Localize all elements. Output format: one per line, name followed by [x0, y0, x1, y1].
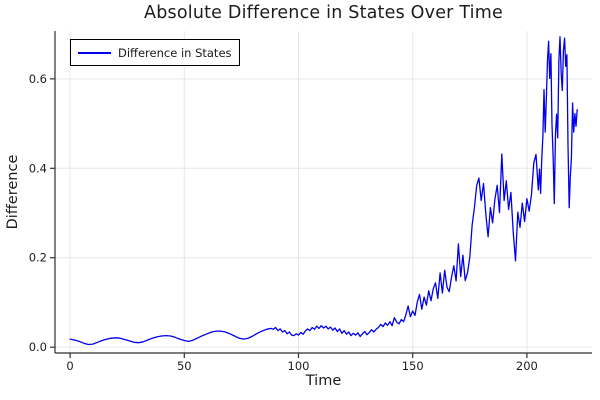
legend-line-sample	[78, 51, 111, 54]
chart-title: Absolute Difference in States Over Time	[144, 3, 503, 23]
legend: Difference in States	[70, 39, 240, 66]
y-axis-label: Difference	[5, 154, 21, 230]
y-tick-label: 0.2	[29, 251, 47, 265]
y-tick-label: 0.4	[29, 161, 47, 175]
y-tick-label: 0.6	[29, 72, 47, 86]
x-tick-label: 0	[66, 359, 73, 373]
x-axis-label: Time	[305, 373, 342, 389]
x-tick-label: 200	[516, 359, 538, 373]
x-tick-label: 100	[288, 359, 310, 373]
series-line-difference-in-states	[69, 36, 578, 346]
x-tick-label: 150	[402, 359, 424, 373]
x-tick-label: 50	[177, 359, 192, 373]
legend-label: Difference in States	[118, 45, 232, 60]
y-tick-label: 0.0	[29, 340, 47, 354]
